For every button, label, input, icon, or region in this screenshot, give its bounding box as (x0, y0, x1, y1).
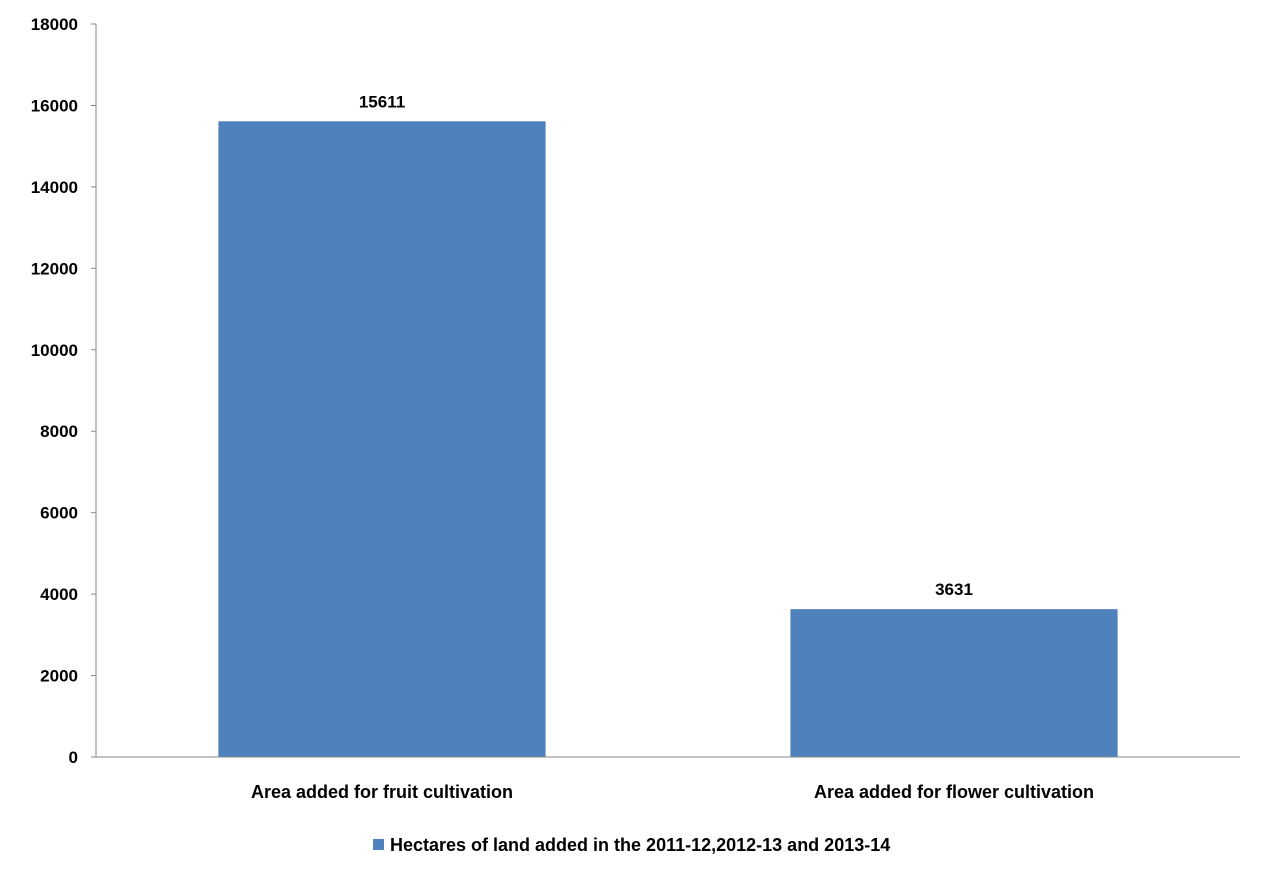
legend-swatch (373, 839, 384, 850)
y-tick-label: 6000 (40, 504, 78, 523)
legend: Hectares of land added in the 2011-12,20… (373, 835, 890, 855)
y-axis-ticks: 0 2000 4000 6000 8000 10000 12000 14000 16000 180… (31, 15, 96, 767)
bar (218, 121, 546, 757)
y-tick-label: 0 (69, 748, 78, 767)
y-tick-label: 8000 (40, 422, 78, 441)
y-tick-label: 4000 (40, 585, 78, 604)
category-label: Area added for fruit cultivation (251, 782, 513, 802)
data-label: 15611 (359, 92, 405, 111)
y-tick-label: 16000 (31, 96, 78, 115)
y-tick-label: 2000 (40, 667, 78, 686)
y-tick-label: 12000 (31, 259, 78, 278)
data-labels: 15611 3631 (359, 92, 973, 599)
legend-label: Hectares of land added in the 2011-12,20… (390, 835, 890, 855)
y-tick-label: 18000 (31, 15, 78, 34)
category-labels: Area added for fruit cultivation Area add… (251, 782, 1094, 802)
bar (790, 609, 1118, 757)
y-tick-label: 10000 (31, 341, 78, 360)
category-label: Area added for flower cultivation (814, 782, 1094, 802)
data-label: 3631 (935, 580, 973, 599)
bars (218, 121, 1118, 757)
y-tick-label: 14000 (31, 178, 78, 197)
